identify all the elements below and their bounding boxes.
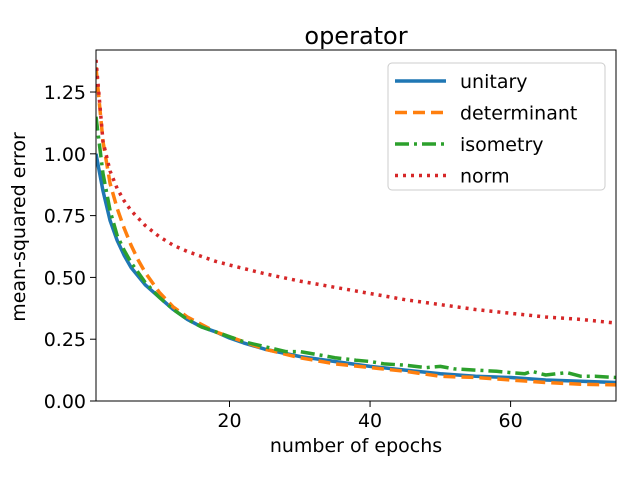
series-line-isometry (96, 116, 616, 380)
legend-label-isometry: isometry (460, 134, 544, 156)
legend-label-norm: norm (460, 166, 510, 188)
plot-frame (95, 49, 617, 402)
y-tick-label: 1.00 (44, 144, 86, 166)
legend: unitary determinant isometry norm (387, 62, 606, 191)
x-axis: 20 40 60 (217, 401, 523, 432)
y-tick-label: 1.25 (44, 82, 86, 104)
y-axis-label: mean-squared error (8, 132, 30, 322)
x-axis-label: number of epochs (270, 435, 442, 457)
chart-title: operator (304, 22, 407, 50)
series-line-norm (96, 59, 616, 325)
x-tick-label: 60 (499, 410, 523, 432)
x-tick-label: 20 (217, 410, 241, 432)
legend-label-unitary: unitary (460, 71, 528, 93)
y-tick-label: 0.75 (44, 206, 86, 228)
y-axis: 0.00 0.25 0.50 0.75 1.00 1.25 (44, 82, 96, 413)
y-tick-label: 0.50 (44, 267, 86, 289)
y-tick-label: 0.25 (44, 329, 86, 351)
x-tick-label: 40 (358, 410, 382, 432)
legend-box (387, 62, 606, 191)
y-tick-label: 0.00 (44, 391, 86, 413)
legend-label-determinant: determinant (460, 103, 577, 125)
